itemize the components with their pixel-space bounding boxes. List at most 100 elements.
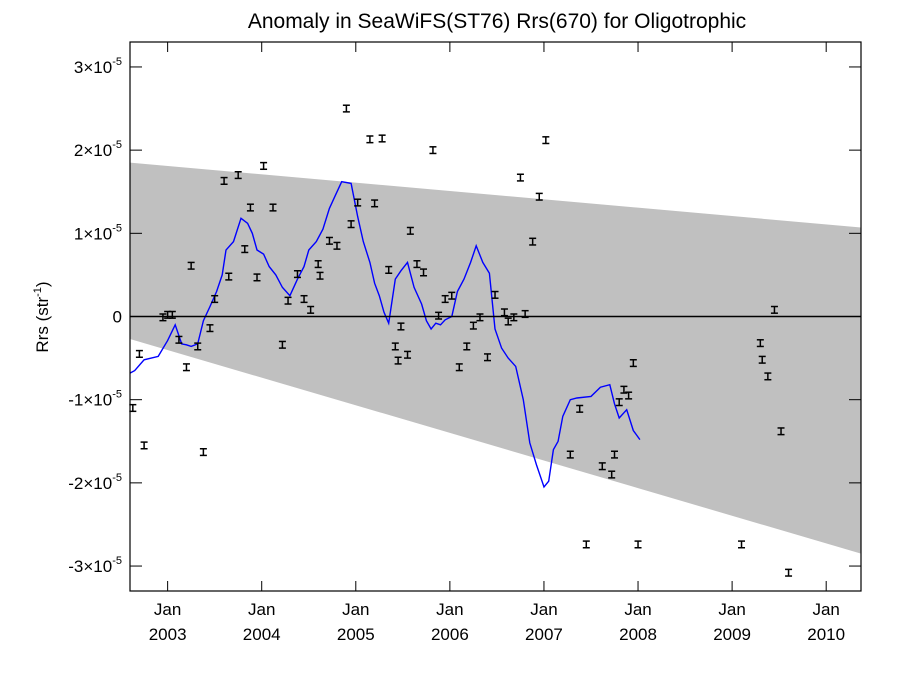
data-point — [354, 198, 362, 207]
data-point — [404, 350, 412, 359]
data-point — [785, 568, 793, 577]
data-point — [516, 173, 524, 182]
x-tick-label-year: 2010 — [807, 625, 845, 644]
data-point — [484, 353, 492, 362]
data-point — [625, 391, 633, 400]
data-point — [385, 265, 393, 274]
data-point — [510, 313, 518, 322]
data-point — [333, 241, 341, 250]
data-point — [420, 268, 428, 277]
data-point — [269, 203, 277, 212]
data-point — [316, 271, 324, 280]
y-tick-label: 2×10-5 — [74, 139, 122, 160]
data-point — [325, 236, 333, 245]
data-point — [758, 355, 766, 364]
data-point — [307, 305, 315, 314]
y-tick-label: -3×10-5 — [68, 555, 122, 576]
data-point — [615, 398, 623, 407]
y-axis-label: Rrs (str-1) — [32, 281, 52, 352]
data-point — [756, 339, 764, 348]
data-point — [429, 146, 437, 155]
data-point — [566, 450, 574, 459]
data-point — [620, 385, 628, 394]
x-tick-label-year: 2003 — [149, 625, 187, 644]
x-tick-label-month: Jan — [812, 600, 839, 619]
data-point — [448, 291, 456, 300]
data-point — [476, 313, 484, 322]
x-tick-label-year: 2005 — [337, 625, 375, 644]
x-tick-label-year: 2007 — [525, 625, 563, 644]
data-point — [293, 270, 301, 279]
data-point — [441, 294, 449, 304]
data-point — [500, 308, 508, 317]
y-tick-label: 0 — [113, 308, 122, 327]
data-point — [342, 104, 350, 113]
data-point — [529, 237, 537, 246]
data-point — [738, 540, 746, 549]
data-point — [199, 448, 207, 457]
data-point — [582, 540, 590, 549]
data-point — [278, 340, 286, 349]
data-point — [634, 540, 642, 549]
data-point — [371, 199, 379, 208]
x-tick-label-month: Jan — [248, 600, 275, 619]
chart-title: Anomaly in SeaWiFS(ST76) Rrs(670) for Ol… — [248, 10, 746, 33]
data-point — [225, 272, 233, 281]
data-point — [135, 349, 143, 359]
x-tick-label-year: 2009 — [713, 625, 751, 644]
data-point — [394, 356, 402, 365]
data-point — [491, 290, 499, 299]
x-tick-label-month: Jan — [436, 600, 463, 619]
data-point — [187, 261, 195, 270]
data-point — [764, 372, 772, 381]
data-point — [535, 192, 543, 201]
data-point — [463, 342, 471, 351]
data-point — [598, 462, 606, 471]
x-tick-label-year: 2006 — [431, 625, 469, 644]
data-point — [435, 311, 443, 320]
x-tick-label-year: 2008 — [619, 625, 657, 644]
data-point — [234, 171, 242, 180]
anomaly-points-layer — [129, 104, 793, 577]
data-point — [182, 363, 190, 372]
axes-layer: Jan 2003 Jan 2004 Jan 2005 Jan 2006 Jan 2007 Jan 20… — [68, 41, 862, 644]
data-point — [611, 450, 619, 459]
data-point — [159, 313, 167, 322]
x-tick-label-month: Jan — [530, 600, 557, 619]
data-point — [608, 470, 616, 479]
data-point — [629, 359, 637, 368]
x-tick-label-month: Jan — [342, 600, 369, 619]
anomaly-line-layer — [129, 180, 641, 489]
y-tick-label: -1×10-5 — [68, 389, 122, 410]
data-point — [413, 260, 421, 269]
x-tick-label-year: 2004 — [243, 625, 281, 644]
data-point — [378, 134, 386, 143]
data-point — [406, 226, 414, 235]
x-tick-label-month: Jan — [624, 600, 651, 619]
data-point — [175, 335, 183, 344]
data-point — [397, 322, 405, 331]
y-tick-label: 3×10-5 — [74, 56, 122, 77]
data-point — [140, 441, 148, 450]
data-point — [347, 220, 355, 229]
data-point — [241, 245, 249, 254]
data-point — [576, 404, 584, 413]
data-point — [194, 342, 202, 351]
data-point — [366, 135, 374, 144]
data-point — [300, 294, 308, 304]
data-point — [246, 203, 254, 212]
data-point — [284, 296, 292, 305]
data-point — [770, 305, 778, 314]
data-point — [260, 161, 268, 171]
x-tick-label-month: Jan — [718, 600, 745, 619]
data-point — [314, 260, 322, 269]
y-tick-label: -2×10-5 — [68, 472, 122, 493]
confidence-band — [130, 162, 861, 554]
confidence-band-layer — [130, 162, 861, 554]
y-tick-label: 1×10-5 — [74, 222, 122, 243]
data-point — [206, 324, 214, 333]
anomaly-smoothed-line — [129, 180, 641, 489]
data-point — [391, 342, 399, 351]
data-point — [777, 427, 785, 436]
